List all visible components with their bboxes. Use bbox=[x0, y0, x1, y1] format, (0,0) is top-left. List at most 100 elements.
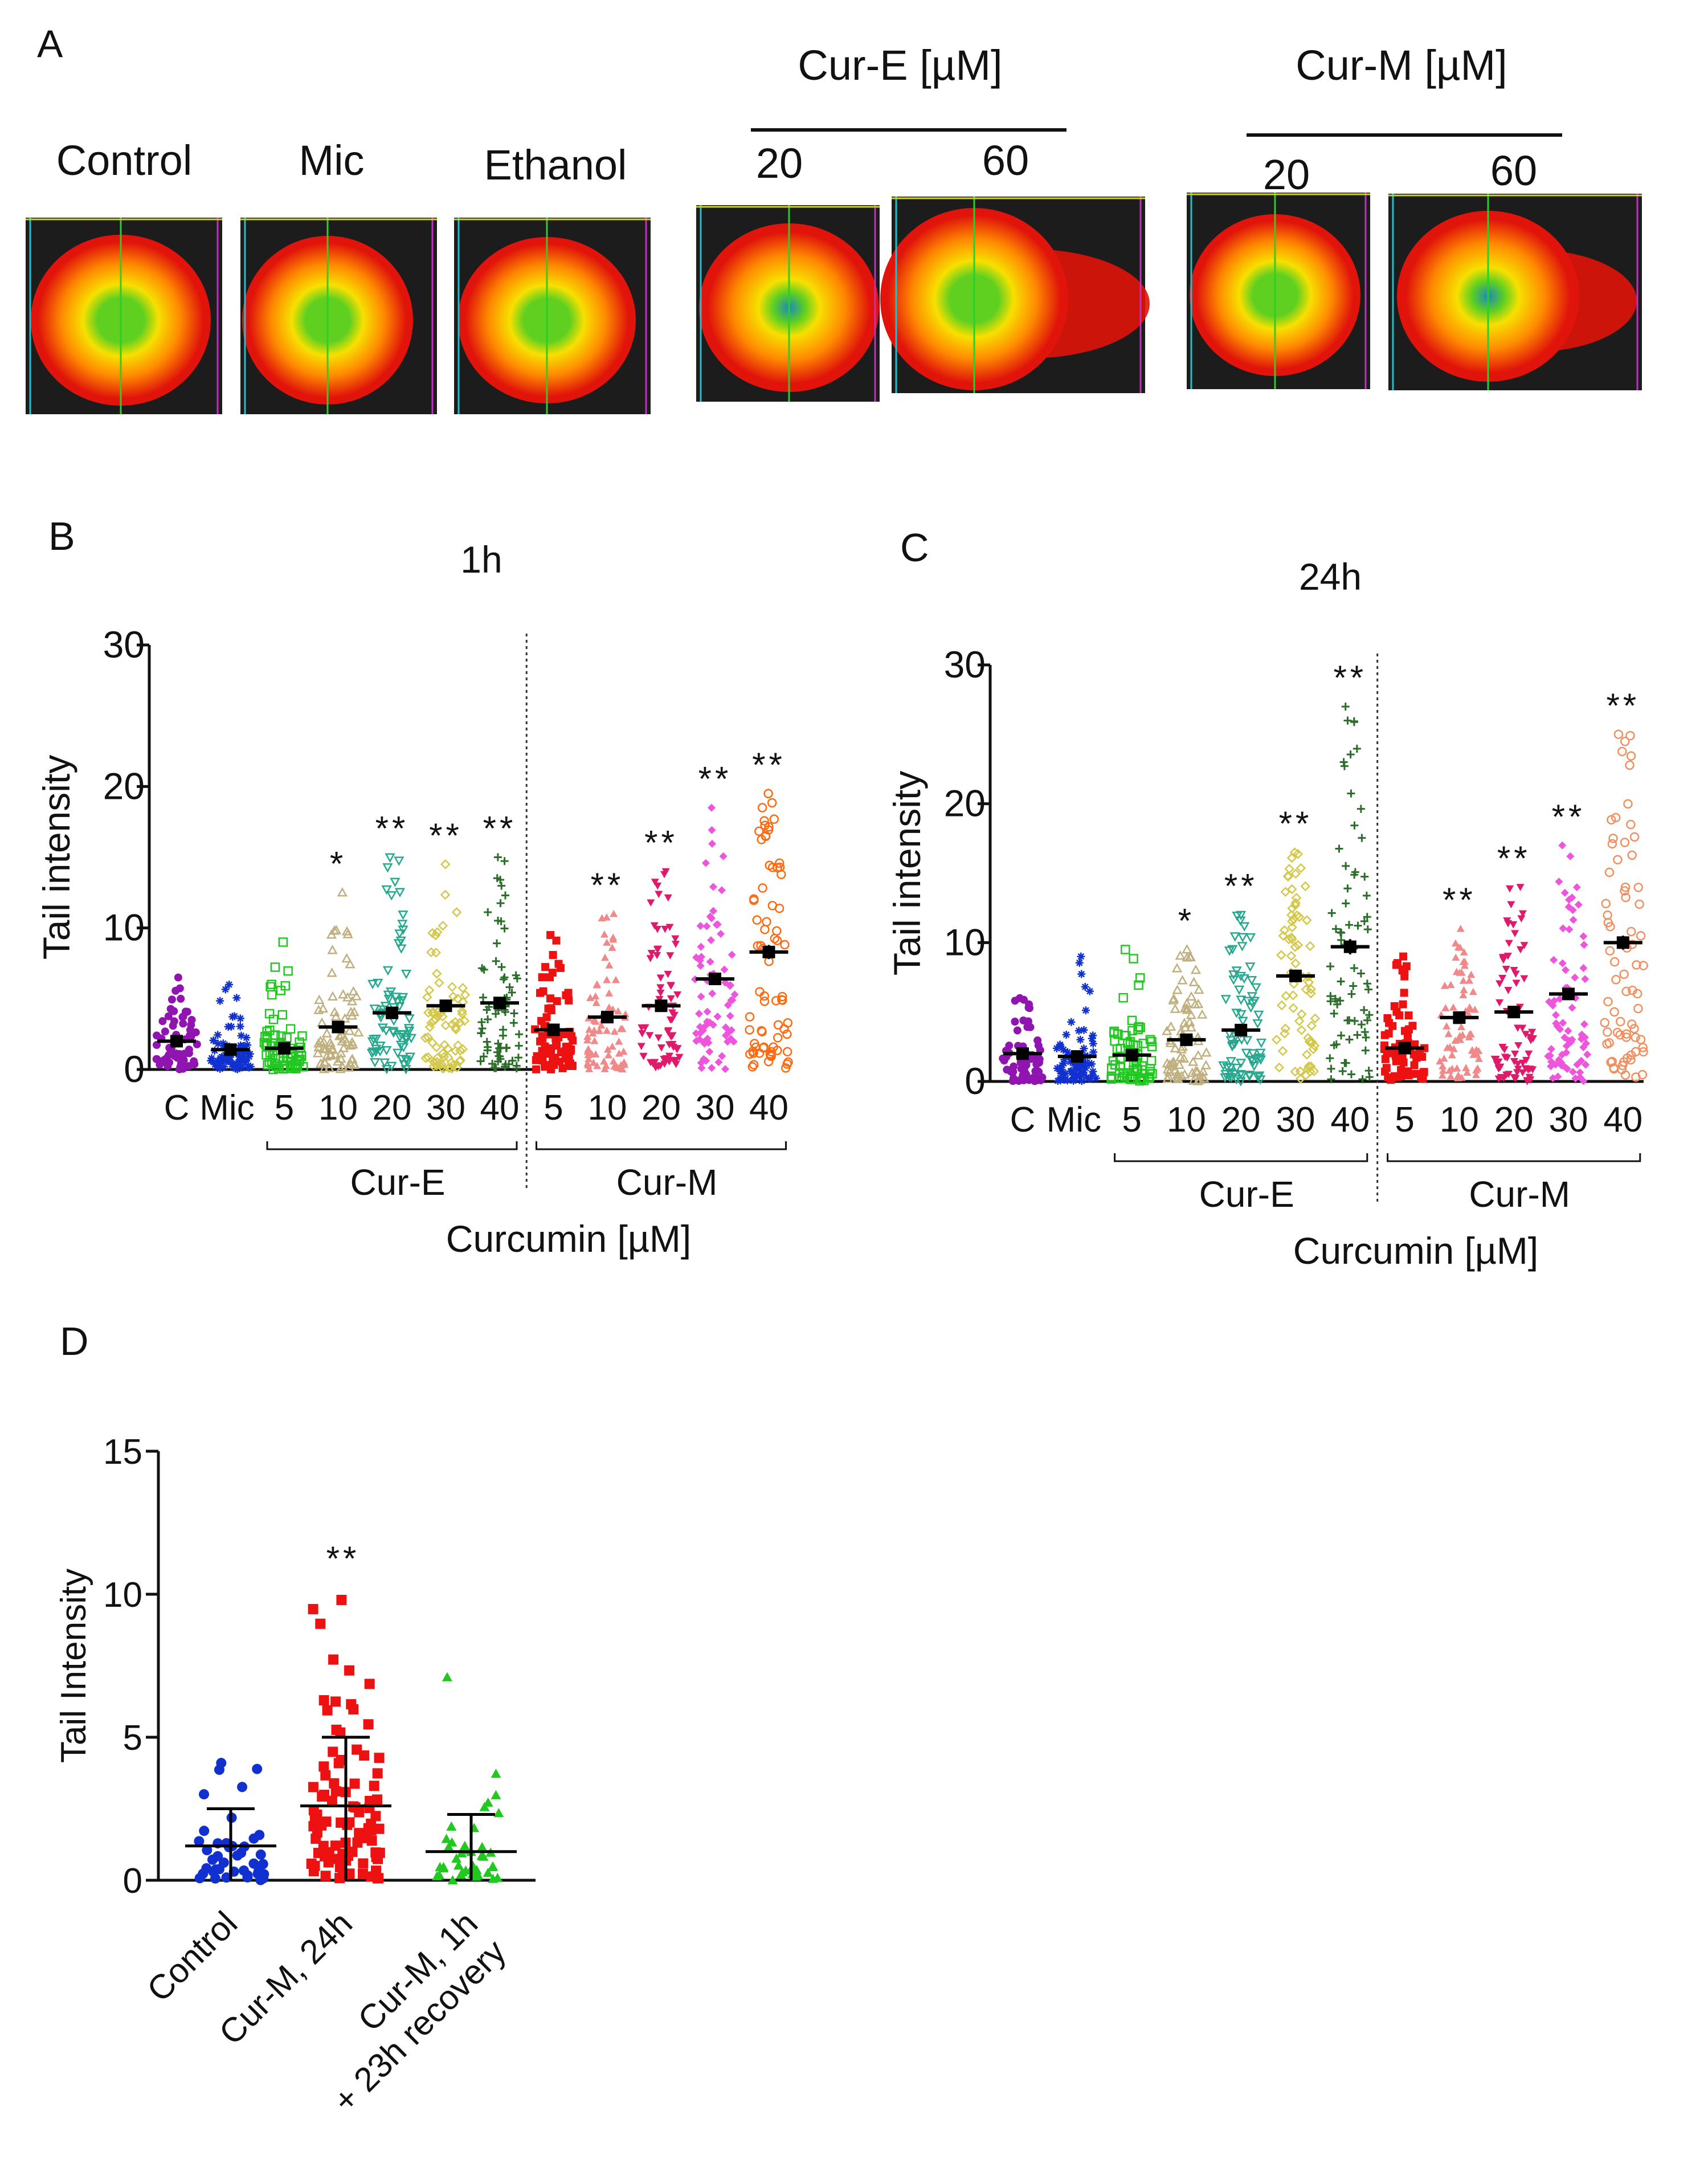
data-point bbox=[320, 1770, 331, 1781]
data-point bbox=[457, 1044, 468, 1055]
data-point bbox=[773, 1020, 783, 1030]
significance-label: ** bbox=[429, 816, 463, 855]
mean-marker bbox=[1398, 1042, 1411, 1055]
data-point bbox=[707, 936, 716, 945]
data-point bbox=[1276, 950, 1286, 960]
chart-title: 1h bbox=[460, 538, 502, 581]
data-point bbox=[548, 969, 557, 977]
data-point bbox=[1134, 980, 1143, 990]
label-cur-m-title: Cur-M [µM] bbox=[1296, 42, 1507, 89]
data-point bbox=[331, 925, 342, 934]
data-point bbox=[1345, 921, 1353, 929]
data-point bbox=[238, 1063, 246, 1072]
data-point bbox=[782, 1047, 792, 1057]
data-point bbox=[1516, 946, 1525, 954]
data-point bbox=[706, 958, 714, 966]
data-point bbox=[1363, 913, 1371, 921]
panel-d-label: D bbox=[60, 1319, 89, 1363]
group-bracket bbox=[1114, 1153, 1368, 1162]
data-point bbox=[1023, 1023, 1032, 1031]
data-point bbox=[460, 1865, 471, 1875]
data-point bbox=[498, 1031, 507, 1040]
series-cur-e-30: ** bbox=[1271, 805, 1321, 1084]
data-point bbox=[1277, 1000, 1287, 1011]
data-point bbox=[1229, 1039, 1240, 1050]
data-point bbox=[1444, 1030, 1453, 1038]
series-cur-m-30: ** bbox=[1544, 798, 1592, 1085]
data-point bbox=[424, 985, 435, 995]
data-point bbox=[1620, 886, 1629, 896]
mean-marker bbox=[547, 1023, 560, 1036]
data-point bbox=[1235, 916, 1246, 926]
series-cur-e-30: ** bbox=[420, 816, 471, 1074]
data-point bbox=[508, 1056, 517, 1065]
data-point bbox=[330, 1840, 341, 1851]
data-point bbox=[207, 1054, 216, 1063]
data-point bbox=[708, 1064, 716, 1072]
label-cur-e-title: Cur-E [µM] bbox=[798, 42, 1002, 89]
data-point bbox=[1518, 910, 1527, 918]
data-point bbox=[703, 1007, 712, 1016]
data-point bbox=[1349, 982, 1358, 990]
data-point bbox=[1278, 930, 1289, 941]
data-point bbox=[313, 1038, 324, 1048]
data-point bbox=[1197, 1009, 1208, 1019]
data-point bbox=[1625, 730, 1635, 741]
data-point bbox=[175, 984, 184, 993]
data-point bbox=[1019, 1071, 1027, 1080]
data-point bbox=[448, 991, 459, 1002]
data-point bbox=[231, 1064, 240, 1073]
data-point bbox=[492, 957, 500, 965]
data-point bbox=[1622, 1053, 1632, 1063]
data-point bbox=[1465, 976, 1474, 984]
y-tick-label: 15 bbox=[103, 1432, 142, 1472]
data-point bbox=[745, 1012, 755, 1022]
significance-label: ** bbox=[375, 810, 409, 848]
data-point bbox=[552, 936, 561, 945]
data-point bbox=[713, 1012, 722, 1021]
x-tick-label: 5 bbox=[1395, 1100, 1414, 1140]
data-point bbox=[1547, 1062, 1555, 1071]
data-point bbox=[218, 1857, 229, 1868]
data-point bbox=[1304, 977, 1314, 987]
data-point bbox=[345, 958, 356, 969]
data-point bbox=[341, 1037, 352, 1047]
data-point bbox=[330, 1786, 341, 1796]
data-point bbox=[1287, 916, 1297, 926]
data-point bbox=[236, 1022, 244, 1031]
data-point bbox=[1449, 1044, 1458, 1052]
data-point bbox=[457, 983, 468, 993]
data-point bbox=[1186, 1010, 1196, 1019]
data-point bbox=[1237, 1016, 1248, 1027]
series-control bbox=[185, 1758, 276, 1885]
significance-label: ** bbox=[1552, 798, 1586, 836]
x-tick-label-text: Control bbox=[140, 1904, 244, 2009]
data-point bbox=[508, 988, 516, 997]
data-point bbox=[726, 1011, 734, 1020]
data-point bbox=[1336, 997, 1345, 1005]
data-point bbox=[1627, 850, 1637, 860]
significance-label: ** bbox=[1333, 659, 1367, 697]
panel-a: A Control Mic Ethanol Cur-E [µM] 20 60 C… bbox=[26, 22, 1642, 414]
data-point bbox=[1302, 915, 1312, 925]
data-point bbox=[769, 814, 779, 824]
data-point bbox=[590, 1036, 599, 1044]
data-point bbox=[1393, 959, 1401, 967]
data-point bbox=[453, 1860, 464, 1870]
data-point bbox=[608, 944, 616, 951]
data-point bbox=[1473, 1064, 1482, 1072]
data-point bbox=[216, 997, 224, 1005]
data-point bbox=[1503, 1054, 1511, 1062]
data-point bbox=[261, 1050, 271, 1060]
comet-mic bbox=[240, 218, 437, 414]
data-point bbox=[497, 917, 505, 926]
data-point bbox=[745, 1025, 754, 1035]
data-point bbox=[546, 1046, 555, 1055]
x-tick-label: Mic bbox=[1047, 1100, 1101, 1140]
data-point bbox=[1512, 979, 1521, 987]
data-point bbox=[1290, 1067, 1301, 1077]
data-point bbox=[1289, 978, 1299, 989]
data-point bbox=[696, 1023, 704, 1031]
data-point bbox=[1280, 1023, 1291, 1034]
data-point bbox=[551, 1036, 560, 1044]
